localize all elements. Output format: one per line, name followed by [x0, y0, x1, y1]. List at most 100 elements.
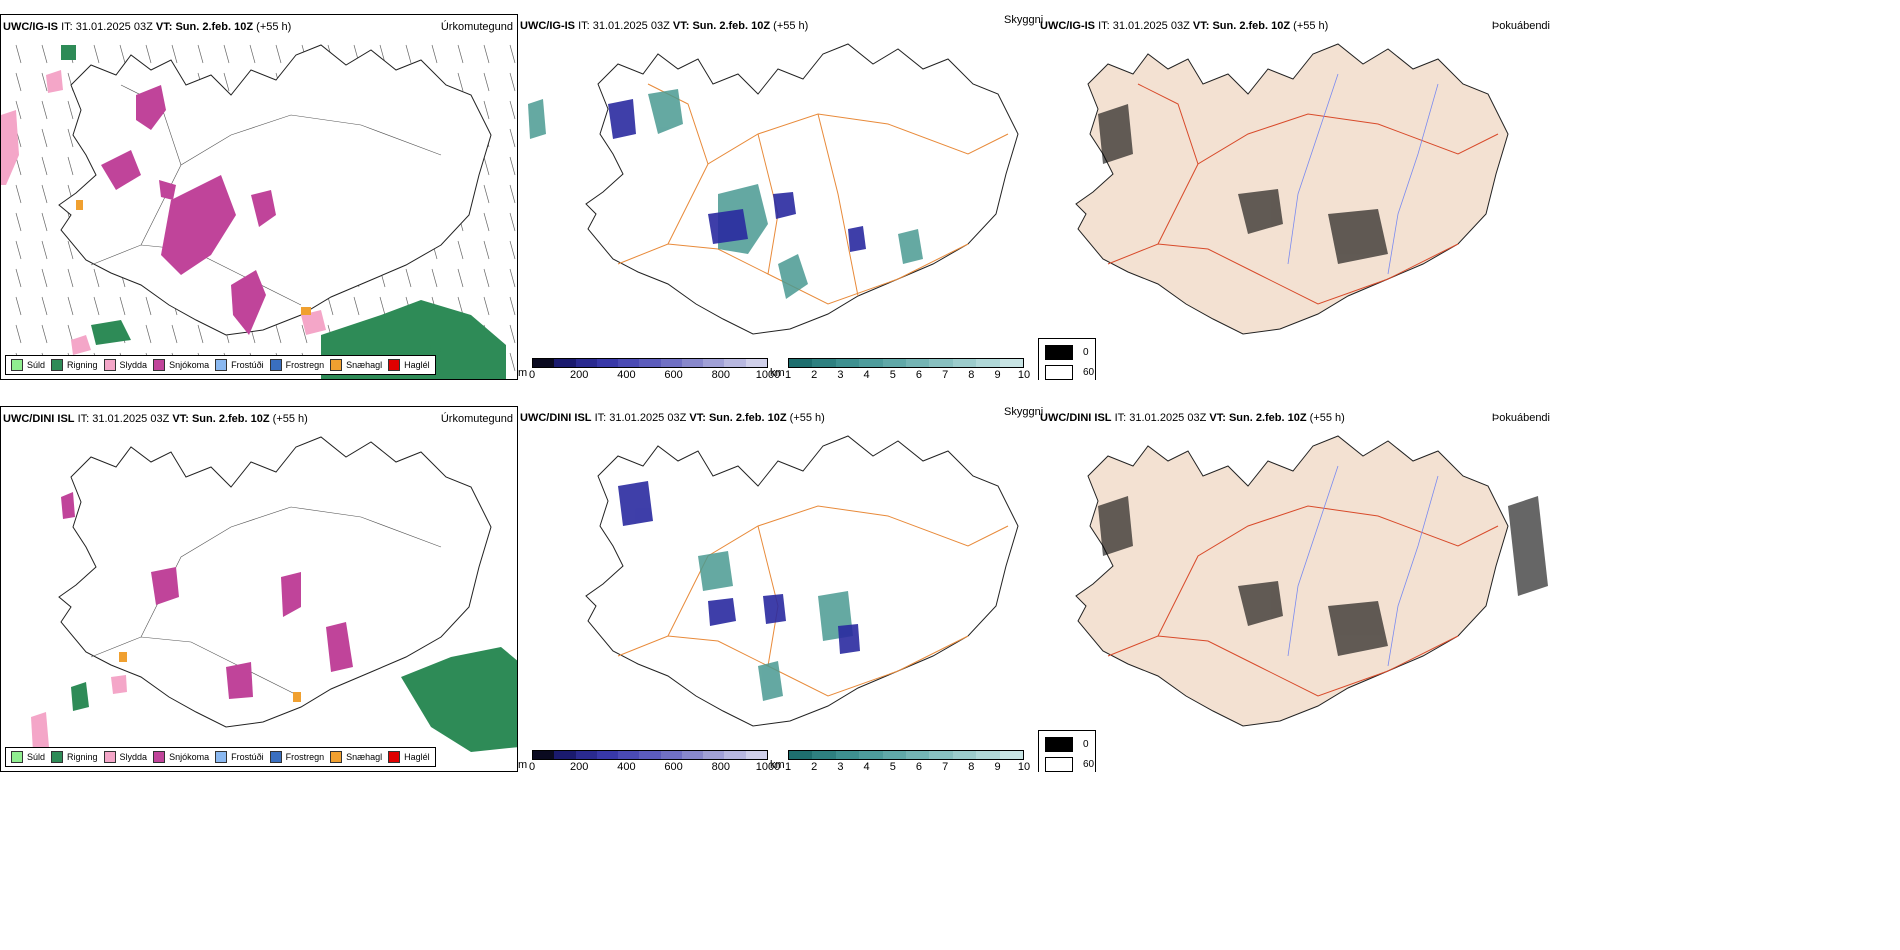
tick: 4: [863, 369, 870, 380]
swatch-snow: [153, 751, 166, 763]
wind-barb: [509, 324, 516, 344]
wind-barb: [509, 100, 516, 120]
wind-barb: [15, 44, 22, 64]
tick: 6: [915, 761, 923, 772]
panel-title: UWC/DINI ISL IT: 31.01.2025 03Z VT: Sun.…: [520, 412, 825, 424]
cloud-base-colorbar: m 0 200 400 600 800 1000: [518, 750, 780, 772]
wind-barb: [41, 184, 48, 204]
tick: 0: [528, 369, 536, 380]
wind-barb: [15, 156, 22, 176]
snow-areas: [101, 85, 276, 335]
fog-shading: [1098, 496, 1548, 656]
swatch-sleet: [103, 751, 116, 763]
visibility-variable-label: Skyggni: [1004, 406, 1044, 418]
visibility-panel-dini: UWC/DINI ISL IT: 31.01.2025 03Z VT: Sun.…: [518, 406, 1038, 772]
legend-item-hail: Haglél: [388, 751, 430, 763]
wind-barb: [67, 296, 74, 316]
wind-barb: [483, 268, 490, 288]
tick: 800: [711, 369, 730, 380]
tick: 1: [784, 369, 792, 380]
tick: 1000: [755, 761, 781, 772]
wind-barb: [15, 184, 22, 204]
panel-title: UWC/DINI ISL IT: 31.01.2025 03Z VT: Sun.…: [1040, 412, 1345, 424]
wind-barb: [67, 128, 74, 148]
swatch-drizzle: [11, 751, 23, 763]
wind-barb: [509, 72, 516, 92]
roads: [1107, 505, 1499, 697]
wind-barb: [67, 268, 74, 288]
wind-barb: [41, 324, 48, 344]
fog-legend-low: 60: [1045, 757, 1094, 772]
iceland-visibility-map: [528, 43, 1019, 335]
legend-item-drizzle: Súld: [11, 751, 45, 763]
swatch-drizzle: [11, 359, 23, 371]
wind-barb: [15, 324, 22, 344]
fog-legend: 0 60: [1038, 730, 1096, 772]
wind-barb: [93, 44, 100, 64]
swatch-rain: [51, 359, 64, 371]
tick: 3: [837, 369, 844, 380]
swatch-snow: [153, 359, 166, 371]
precip-type-legend: Súld Rigning Slydda Snjókoma Frostúði Fr…: [5, 355, 436, 375]
wind-barb: [509, 184, 516, 204]
tick: 7: [942, 369, 949, 380]
wind-barb: [405, 44, 412, 64]
sleet-areas: [1, 70, 326, 355]
wind-barb: [431, 44, 438, 64]
swatch-sleet: [103, 359, 116, 371]
visibility-unit: km: [770, 759, 785, 771]
swatch-freezing-drizzle: [215, 359, 228, 371]
wind-barb: [67, 100, 74, 120]
legend-item-snow: Snjókoma: [153, 359, 209, 371]
wind-barb: [145, 296, 152, 316]
wind-barb: [93, 268, 100, 288]
wind-barb: [483, 212, 490, 232]
iceland-outline: [58, 44, 492, 336]
tick: 2: [811, 369, 818, 380]
visibility-colorbar-fill: [788, 358, 1024, 368]
wind-barb: [509, 212, 516, 232]
legend-item-freezing-drizzle: Frostúði: [215, 751, 264, 763]
rivers: [1287, 73, 1439, 275]
rivers: [1287, 465, 1439, 667]
wind-barb: [301, 324, 308, 344]
wind-barb: [223, 44, 230, 64]
wind-barb: [483, 72, 490, 92]
tick: 5: [889, 761, 896, 772]
snow-areas: [61, 492, 353, 699]
swatch-freezing-rain: [269, 751, 282, 763]
wind-barb: [41, 72, 48, 92]
tick: 200: [570, 761, 589, 772]
wind-barb: [67, 240, 74, 260]
wind-barb: [41, 296, 48, 316]
road-network: [617, 83, 1009, 305]
legend-item-sleet: Slydda: [103, 359, 147, 371]
wind-barb: [67, 156, 74, 176]
cloud-base-areas: [608, 99, 866, 252]
wind-barb: [431, 268, 438, 288]
panel-title: UWC/DINI ISL IT: 31.01.2025 03Z VT: Sun.…: [3, 413, 308, 425]
tick: 7: [942, 761, 949, 772]
tick: 3: [837, 761, 844, 772]
wind-barb: [275, 44, 282, 64]
cloud-base-unit: m: [518, 367, 528, 379]
wind-barb: [223, 72, 230, 92]
wind-barb: [15, 212, 22, 232]
tick: 600: [664, 369, 683, 380]
wind-barb: [483, 100, 490, 120]
fog-legend: 0 60: [1038, 338, 1096, 380]
legend-item-drizzle: Súld: [11, 359, 45, 371]
visibility-colorbar-fill: [788, 750, 1024, 760]
tick: 4: [863, 761, 870, 772]
swatch-hail: [388, 359, 401, 371]
tick: 9: [994, 369, 1001, 380]
wind-barb: [119, 44, 126, 64]
tick: 600: [664, 761, 683, 772]
fog-index-panel-dini: UWC/DINI ISL IT: 31.01.2025 03Z VT: Sun.…: [1038, 406, 1554, 772]
wind-barb: [509, 156, 516, 176]
visibility-unit: km: [770, 367, 785, 379]
tick: 400: [617, 369, 636, 380]
rain-areas: [71, 647, 517, 752]
wind-barb: [41, 268, 48, 288]
visibility-variable-label: Skyggni: [1004, 14, 1044, 26]
